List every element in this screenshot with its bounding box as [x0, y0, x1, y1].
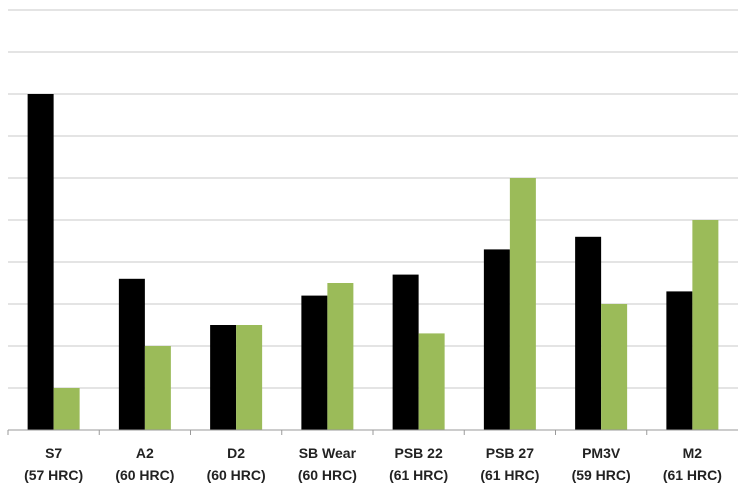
x-tick-label: SB Wear (60 HRC) [298, 445, 357, 483]
x-tick-label: S7 (57 HRC) [24, 445, 83, 483]
bar-series2-sb-wear [327, 283, 354, 430]
x-tick-label: A2 (60 HRC) [115, 445, 174, 483]
x-tick-label-line2: (60 HRC) [207, 467, 266, 483]
x-tick-label: PSB 22 (61 HRC) [389, 445, 448, 483]
bar-series1-s7 [27, 94, 54, 430]
bar-series2-psb-27 [509, 178, 536, 430]
x-tick-label-line2: (57 HRC) [24, 467, 83, 483]
bar-series1-psb-27 [483, 249, 510, 430]
bar-series1-d2 [210, 325, 237, 430]
x-tick-label-line1: A2 [136, 445, 154, 461]
bar-series2-s7 [53, 388, 80, 430]
x-tick-label: M2 (61 HRC) [663, 445, 722, 483]
bar-series2-d2 [236, 325, 263, 430]
x-tick-label-line1: PM3V [582, 445, 621, 461]
x-tick-label-line2: (59 HRC) [572, 467, 631, 483]
x-tick-label-line2: (60 HRC) [298, 467, 357, 483]
bar-series1-pm3v [575, 236, 602, 430]
x-tick-label-line1: SB Wear [299, 445, 357, 461]
bar-series2-pm3v [601, 304, 628, 430]
bars [27, 94, 719, 430]
x-tick-label: PM3V (59 HRC) [572, 445, 631, 483]
x-tick-label-line1: PSB 22 [395, 445, 443, 461]
bar-series1-m2 [666, 291, 693, 430]
x-tick-label: D2 (60 HRC) [207, 445, 266, 483]
x-tick-label: PSB 27 (61 HRC) [480, 445, 539, 483]
x-tick-label-line1: PSB 27 [486, 445, 534, 461]
bar-series2-psb-22 [418, 333, 445, 430]
bar-series1-sb-wear [301, 295, 328, 430]
x-tick-label-line2: (60 HRC) [115, 467, 174, 483]
x-tick-label-line2: (61 HRC) [663, 467, 722, 483]
x-tick-label-line1: M2 [683, 445, 703, 461]
bar-series1-psb-22 [392, 274, 419, 430]
x-tick-label-line2: (61 HRC) [480, 467, 539, 483]
x-tick-label-line1: D2 [227, 445, 245, 461]
bar-series2-m2 [692, 220, 719, 430]
x-tick-label-line2: (61 HRC) [389, 467, 448, 483]
bar-series1-a2 [118, 278, 145, 430]
bar-series2-a2 [144, 346, 171, 430]
x-tick-label-line1: S7 [45, 445, 62, 461]
x-tick-labels: S7 (57 HRC) A2 (60 HRC) D2 (60 HRC) SB Wear (60… [7, 430, 722, 483]
gridlines [8, 9, 738, 431]
